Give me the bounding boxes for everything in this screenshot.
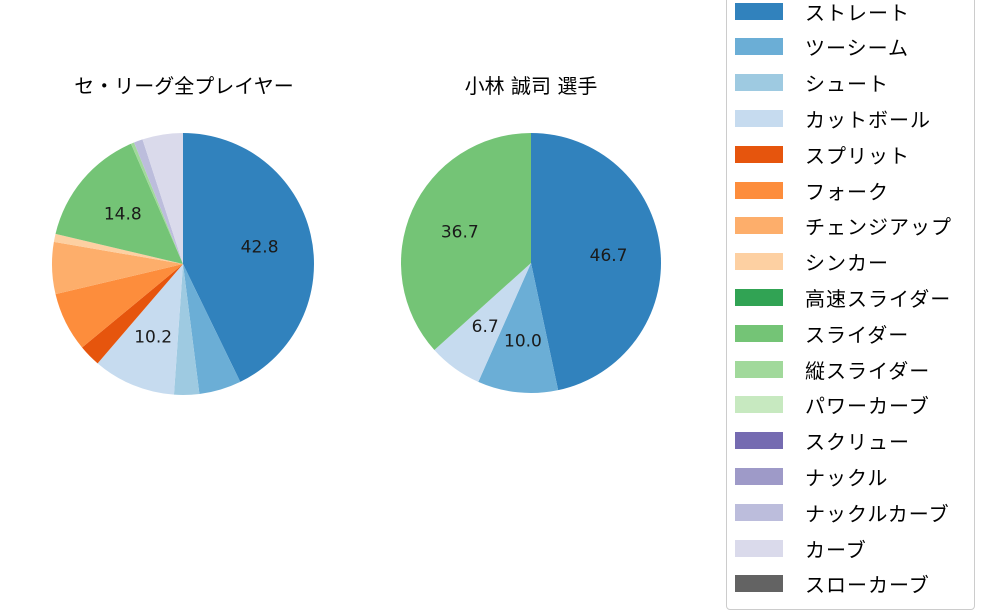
- legend-item: ツーシーム: [735, 29, 909, 65]
- legend-item: スライダー: [735, 315, 909, 351]
- legend-swatch: [735, 575, 783, 593]
- legend-label: ツーシーム: [805, 36, 909, 61]
- legend-item: パワーカーブ: [735, 387, 930, 423]
- legend-label: カットボール: [805, 107, 931, 132]
- pie-slice: [173, 264, 200, 395]
- pie-slice: [55, 264, 183, 348]
- pie-slice: [134, 139, 183, 264]
- legend-item: フォーク: [735, 172, 889, 208]
- pie-slice: [183, 264, 241, 394]
- legend-label: ストレート: [805, 0, 910, 25]
- pie-slice: [142, 133, 183, 264]
- pie-slice: [401, 133, 531, 350]
- legend-label: カーブ: [805, 537, 867, 562]
- legend: ストレートツーシームシュートカットボール スプリットフォークチェンジアップ シンカー…: [726, 0, 975, 610]
- legend-swatch: [735, 539, 783, 557]
- slice-percent-label: 36.7: [441, 222, 479, 242]
- pie-slice: [97, 264, 183, 395]
- legend-swatch: [735, 217, 783, 235]
- legend-label: シンカー: [805, 251, 889, 276]
- legend-swatch: [735, 503, 783, 521]
- pie-slice: [55, 143, 183, 264]
- legend-item: カットボール: [735, 100, 931, 136]
- slice-percent-label: 6.7: [472, 317, 499, 337]
- legend-label: 高速スライダー: [805, 286, 952, 311]
- legend-label: ナックル: [805, 465, 889, 490]
- legend-label: スクリュー: [805, 430, 910, 455]
- legend-item: ナックル: [735, 458, 888, 494]
- legend-item: スクリュー: [735, 423, 910, 459]
- pie-slice: [130, 142, 183, 264]
- legend-swatch: [735, 2, 783, 20]
- pie-slice: [82, 264, 183, 364]
- legend-item: スプリット: [735, 136, 910, 172]
- legend-label: 縦スライダー: [805, 358, 931, 383]
- legend-item: 縦スライダー: [735, 351, 930, 387]
- slice-percent-label: 42.8: [241, 237, 279, 257]
- legend-item: シュート: [735, 65, 889, 101]
- legend-swatch: [735, 396, 783, 414]
- legend-swatch: [735, 253, 783, 271]
- legend-swatch: [735, 288, 783, 306]
- legend-item: シンカー: [735, 244, 889, 280]
- legend-label: パワーカーブ: [805, 394, 930, 419]
- left-chart-title: セ・リーグ全プレイヤー: [74, 74, 294, 98]
- legend-item: スローカーブ: [735, 566, 930, 602]
- slice-percent-label: 10.0: [504, 332, 542, 352]
- legend-item: 高速スライダー: [735, 279, 951, 315]
- player-pie-chart: 46.7 10.06.7 36.7: [401, 133, 662, 394]
- legend-swatch: [735, 74, 783, 92]
- legend-label: スローカーブ: [805, 573, 930, 598]
- right-chart-title: 小林 誠司 選手: [464, 74, 598, 98]
- pie-slice: [434, 263, 531, 382]
- legend-swatch: [735, 38, 783, 56]
- pie-slice: [183, 133, 314, 382]
- legend-item: カーブ: [735, 530, 867, 566]
- slice-percent-label: 14.8: [104, 205, 142, 225]
- legend-swatch: [735, 432, 783, 450]
- pie-slice: [531, 133, 662, 391]
- legend-swatch: [735, 324, 783, 342]
- pie-slice: [478, 263, 559, 394]
- pie-slice: [51, 241, 183, 295]
- legend-label: シュート: [805, 72, 889, 97]
- slice-percent-label: 10.2: [134, 328, 172, 348]
- pie-slice: [53, 233, 184, 264]
- slice-percent-label: 46.7: [590, 246, 628, 266]
- legend-label: スライダー: [805, 322, 910, 347]
- legend-swatch: [735, 145, 783, 163]
- league-pie-chart: 42.8 10.2 14.8: [51, 133, 314, 395]
- legend-item: ストレート: [735, 0, 910, 29]
- legend-item: チェンジアップ: [735, 208, 952, 244]
- legend-item: ナックルカーブ: [735, 494, 950, 530]
- legend-label: フォーク: [805, 179, 889, 204]
- legend-swatch: [735, 109, 783, 127]
- legend-label: チェンジアップ: [805, 215, 952, 240]
- legend-label: ナックルカーブ: [805, 501, 950, 526]
- legend-swatch: [735, 360, 783, 378]
- legend-swatch: [735, 181, 783, 199]
- legend-label: スプリット: [805, 143, 910, 168]
- legend-swatch: [735, 467, 783, 485]
